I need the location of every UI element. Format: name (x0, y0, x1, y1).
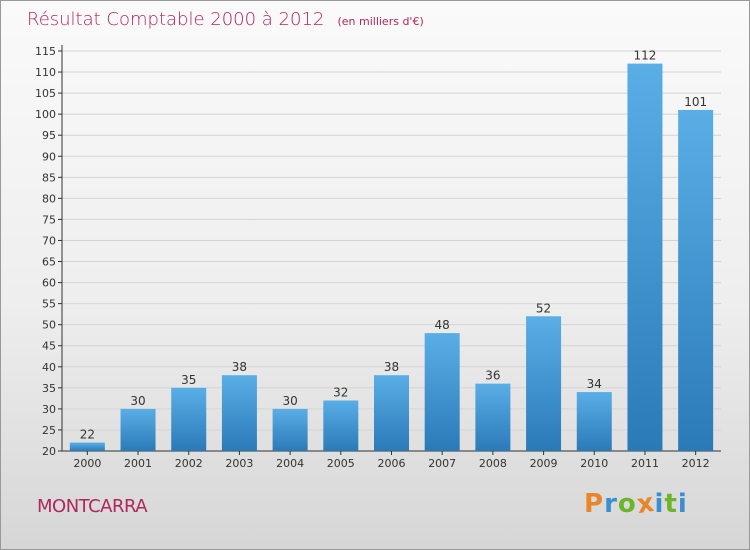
chart-title: Résultat Comptable 2000 à 2012 (27, 9, 325, 30)
bar-2011 (627, 63, 663, 451)
chart-title-block: Résultat Comptable 2000 à 2012 (en milli… (27, 9, 424, 30)
bars (69, 63, 714, 452)
logo-letter: i (654, 489, 665, 519)
y-tick-label: 55 (42, 298, 56, 311)
logo-letter: i (677, 489, 688, 519)
axes: 20 25 30 35 40 45 50 55 60 65 70 75 80 85 90 95 100 105 11… (35, 45, 721, 470)
y-tick-label: 95 (42, 129, 56, 142)
y-tick-label: 85 (42, 171, 56, 184)
x-tick-label: 2012 (682, 457, 710, 470)
logo-letter: o (617, 489, 637, 519)
y-tick-label: 30 (42, 403, 56, 416)
data-label: 22 (80, 428, 95, 442)
bar-2010 (576, 392, 612, 451)
bar-2000 (69, 442, 105, 451)
x-tick-label: 2000 (73, 457, 101, 470)
data-label: 38 (232, 360, 247, 374)
y-tick-label: 100 (35, 108, 56, 121)
data-labels: 22 30 35 38 30 32 38 48 36 52 34 112 101 (80, 49, 707, 442)
y-tick-label: 50 (42, 319, 56, 332)
data-label: 101 (684, 95, 707, 109)
bar-2006 (374, 375, 409, 451)
x-tick-label: 2006 (378, 457, 406, 470)
data-label: 52 (536, 301, 551, 315)
logo-letter: P (584, 489, 605, 519)
y-tick-label: 35 (42, 382, 56, 395)
data-label: 112 (634, 49, 657, 63)
x-tick-label: 2010 (580, 457, 608, 470)
logo-letter: t (664, 489, 678, 519)
x-tick-label: 2009 (530, 457, 558, 470)
y-tick-label: 110 (35, 66, 56, 79)
chart-subtitle: (en milliers d'€) (337, 15, 424, 28)
data-label: 34 (587, 377, 602, 391)
x-tick-label: 2003 (225, 457, 253, 470)
bar-2002 (171, 387, 207, 451)
y-tick-label: 20 (42, 445, 56, 458)
x-tick-label: 2011 (631, 457, 659, 470)
bar-2007 (424, 333, 460, 451)
y-tick-label: 105 (35, 87, 56, 100)
data-label: 30 (130, 394, 145, 408)
x-tick-label: 2008 (479, 457, 507, 470)
y-tick-label: 80 (42, 192, 56, 205)
proxiti-logo: Proxiti (584, 487, 688, 521)
data-label: 30 (282, 394, 297, 408)
y-tick-label: 70 (42, 234, 56, 247)
logo-letter: x (634, 487, 657, 521)
x-tick-label: 2004 (276, 457, 304, 470)
bar-2004 (272, 408, 308, 451)
x-tick-label: 2005 (327, 457, 355, 470)
bar-2008 (475, 383, 511, 451)
x-tick-label: 2007 (428, 457, 456, 470)
data-label: 38 (384, 360, 399, 374)
data-label: 36 (485, 369, 500, 383)
y-tick-label: 65 (42, 256, 56, 269)
bar-2009 (526, 316, 562, 451)
y-tick-label: 25 (42, 424, 56, 437)
x-tick-label: 2002 (175, 457, 203, 470)
y-tick-label: 115 (35, 45, 56, 58)
y-tick-label: 75 (42, 213, 56, 226)
data-label: 32 (333, 385, 348, 399)
location-name: MONTCARRA (37, 496, 148, 517)
y-tick-label: 45 (42, 340, 56, 353)
x-tick-label: 2001 (124, 457, 152, 470)
y-tick-label: 40 (42, 361, 56, 374)
bar-2005 (323, 400, 359, 451)
data-label: 48 (435, 318, 450, 332)
bar-2012 (678, 109, 714, 452)
y-tick-label: 60 (42, 277, 56, 290)
y-tick-label: 90 (42, 150, 56, 163)
bar-2003 (221, 375, 257, 451)
data-label: 35 (181, 373, 196, 387)
logo-letter: r (604, 489, 618, 519)
bar-2001 (120, 408, 156, 451)
